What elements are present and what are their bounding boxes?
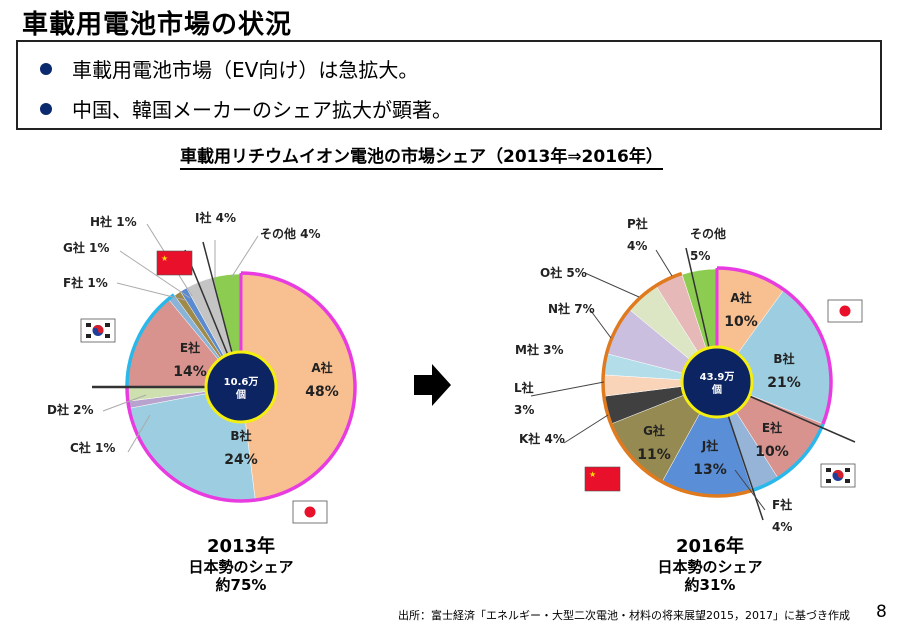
slice-label-name: B社	[773, 351, 794, 366]
leader-line	[127, 414, 151, 453]
slice-label-value: 5%	[690, 249, 710, 263]
center-total-badge	[204, 350, 278, 424]
slice-label: F社 1%	[63, 275, 108, 290]
slice-label: D社 2%	[47, 402, 94, 417]
arrow-right-icon	[414, 364, 451, 406]
year-label: 2016年	[675, 536, 745, 557]
korea-flag-icon	[820, 463, 856, 488]
group-outline-japan	[716, 266, 833, 425]
bullet-item: 中国、韓国メーカーのシェア拡大が顕著。	[40, 94, 452, 123]
slice-label-name: L社	[514, 380, 534, 395]
leader-line	[102, 394, 147, 412]
bullet-text: 中国、韓国メーカーのシェア拡大が顕著。	[72, 98, 452, 122]
pie-chart-2016: 43.9万個 A社 10% B社 21% E社 10% F社 4% J社 13% G社 11% K社 4%…	[514, 216, 856, 534]
caption-2016: 2016年 日本勢のシェア 約31%	[620, 536, 800, 594]
slice-label-value: 14%	[173, 364, 207, 380]
leader-line	[119, 250, 191, 299]
caption-2013: 2013年 日本勢のシェア 約75%	[151, 536, 331, 594]
slice-label-value: 11%	[637, 447, 671, 463]
center-total-label: 43.9万	[700, 371, 735, 383]
source-note: 出所：富士経済「エネルギー・大型二次電池・材料の将来展望2015，2017」に基…	[398, 609, 850, 622]
slice-label: I社 4%	[195, 210, 236, 225]
summary-box: 車載用電池市場（EV向け）は急拡大。 中国、韓国メーカーのシェア拡大が顕著。	[16, 40, 882, 130]
group-outline-china	[601, 271, 753, 498]
slice-label-value: 48%	[305, 384, 339, 400]
leader-line	[590, 310, 612, 339]
center-total-badge	[680, 345, 754, 419]
center-total-label: 10.6万	[224, 376, 259, 388]
caption-line: 日本勢のシェア	[657, 558, 763, 576]
slice-label: G社 1%	[63, 240, 109, 255]
page-title: 車載用電池市場の状況	[22, 10, 293, 40]
caption-line: 日本勢のシェア	[188, 558, 294, 576]
center-total-label: 個	[235, 388, 246, 401]
china-flag-icon: ★	[584, 466, 621, 492]
page-number: 8	[876, 602, 887, 622]
group-outline-japan	[125, 271, 357, 503]
slice-label-value: 21%	[767, 375, 801, 391]
center-total-label: 個	[711, 383, 722, 396]
slice-label-value: 10%	[724, 314, 758, 330]
slice-label-name: E社	[762, 420, 782, 435]
group-outline-korea	[125, 293, 176, 388]
caption-line: 約31%	[684, 576, 736, 594]
leader-line	[734, 469, 766, 511]
japan-flag-icon	[827, 299, 863, 323]
bullet-text: 車載用電池市場（EV向け）は急拡大。	[72, 58, 419, 82]
bullet-dot-icon	[40, 102, 52, 115]
slice-label-name: A社	[311, 360, 332, 375]
leader-line	[655, 249, 673, 277]
bullet-dot-icon	[40, 62, 52, 75]
slice-label-name: P社	[627, 216, 648, 231]
slice-label-name: その他	[690, 226, 726, 241]
slice-label-name: F社	[772, 497, 792, 512]
year-label: 2013年	[206, 536, 276, 557]
slice-label-value: 3%	[514, 403, 534, 417]
slice-label-name: E社	[180, 340, 200, 355]
slice-label-name: J社	[701, 438, 718, 453]
bullet-item: 車載用電池市場（EV向け）は急拡大。	[40, 54, 418, 83]
slice-label-name: B社	[230, 428, 251, 443]
korea-flag-icon	[80, 318, 116, 343]
slice-label: M社 3%	[515, 342, 564, 357]
slice-label-value: 4%	[627, 239, 647, 253]
leader-line	[584, 272, 640, 298]
slice-label: N社 7%	[548, 301, 595, 316]
slice-label-value: 24%	[224, 452, 258, 468]
leader-line	[116, 282, 186, 301]
slice-label: H社 1%	[90, 214, 137, 229]
leader-line	[230, 235, 259, 279]
svg-text:★: ★	[589, 470, 596, 479]
slice-label-value: 4%	[772, 520, 792, 534]
chart-title: 車載用リチウムイオン電池の市場シェア（2013年⇒2016年）	[180, 142, 663, 170]
pie-chart-2013: 10.6万個 A社 48% B社 24% C社 1% D社 2% E社 14% F社 1% G社 1…	[47, 210, 357, 503]
japan-flag-icon	[292, 500, 328, 524]
china-flag-icon: ★	[156, 250, 193, 276]
leader-line	[563, 414, 609, 444]
svg-text:★: ★	[161, 254, 168, 263]
slice-label: C社 1%	[70, 440, 115, 455]
group-outline-korea	[751, 423, 825, 493]
leader-line	[530, 381, 605, 397]
slice-label-name: G社	[643, 423, 665, 438]
caption-line: 約75%	[215, 576, 267, 594]
slice-label-value: 13%	[693, 462, 727, 478]
slice-label: O社 5%	[540, 265, 587, 280]
slice-label: K社 4%	[519, 431, 565, 446]
slice-label-value: 10%	[755, 444, 789, 460]
slice-label-name: A社	[730, 290, 751, 305]
slice-label: その他 4%	[260, 226, 321, 241]
